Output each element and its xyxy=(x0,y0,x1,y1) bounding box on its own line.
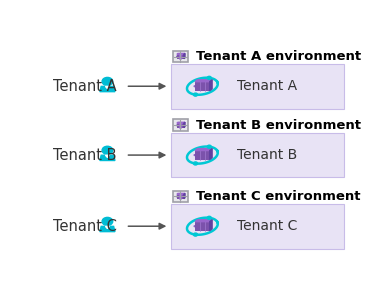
FancyBboxPatch shape xyxy=(195,150,210,160)
Circle shape xyxy=(102,217,113,226)
Polygon shape xyxy=(105,155,109,157)
Polygon shape xyxy=(176,55,180,58)
Polygon shape xyxy=(210,220,212,231)
Polygon shape xyxy=(184,193,185,199)
Polygon shape xyxy=(202,222,211,230)
Circle shape xyxy=(193,93,198,96)
Text: Tenant C: Tenant C xyxy=(53,219,117,234)
Text: Tenant A environment: Tenant A environment xyxy=(196,50,361,63)
Circle shape xyxy=(193,233,198,236)
Polygon shape xyxy=(184,122,185,128)
Polygon shape xyxy=(105,86,109,89)
Polygon shape xyxy=(176,195,180,198)
FancyBboxPatch shape xyxy=(171,133,344,177)
Polygon shape xyxy=(210,80,212,91)
Polygon shape xyxy=(177,53,185,54)
FancyBboxPatch shape xyxy=(177,54,184,59)
Circle shape xyxy=(193,162,198,165)
FancyBboxPatch shape xyxy=(173,51,188,63)
FancyBboxPatch shape xyxy=(177,194,184,199)
Polygon shape xyxy=(195,220,212,222)
Text: Tenant B: Tenant B xyxy=(237,148,297,162)
Polygon shape xyxy=(195,80,212,82)
Polygon shape xyxy=(100,86,115,92)
Polygon shape xyxy=(210,149,212,160)
Polygon shape xyxy=(184,53,185,59)
FancyBboxPatch shape xyxy=(177,123,184,128)
Circle shape xyxy=(207,145,211,148)
Polygon shape xyxy=(180,195,184,198)
FancyBboxPatch shape xyxy=(195,82,210,91)
Circle shape xyxy=(207,76,211,79)
Polygon shape xyxy=(195,149,212,150)
Polygon shape xyxy=(202,83,211,90)
Polygon shape xyxy=(177,193,185,194)
Polygon shape xyxy=(202,151,211,159)
Polygon shape xyxy=(176,124,180,127)
Polygon shape xyxy=(105,226,109,229)
Polygon shape xyxy=(194,83,202,90)
Text: Tenant C: Tenant C xyxy=(237,219,298,233)
Polygon shape xyxy=(177,122,185,123)
Circle shape xyxy=(207,216,211,219)
Text: Tenant A: Tenant A xyxy=(53,79,117,94)
Text: Tenant B: Tenant B xyxy=(53,148,117,163)
FancyBboxPatch shape xyxy=(195,222,210,231)
Polygon shape xyxy=(180,124,184,127)
Polygon shape xyxy=(100,226,115,232)
FancyBboxPatch shape xyxy=(171,64,344,108)
Polygon shape xyxy=(100,155,115,161)
Polygon shape xyxy=(194,151,202,159)
Text: Tenant A: Tenant A xyxy=(237,79,297,93)
FancyBboxPatch shape xyxy=(173,119,188,131)
Text: Tenant B environment: Tenant B environment xyxy=(196,119,361,132)
FancyBboxPatch shape xyxy=(173,190,188,202)
Polygon shape xyxy=(180,55,184,58)
Text: Tenant C environment: Tenant C environment xyxy=(196,190,361,203)
Circle shape xyxy=(102,146,113,154)
Circle shape xyxy=(102,77,113,86)
FancyBboxPatch shape xyxy=(171,204,344,249)
Polygon shape xyxy=(194,222,202,230)
